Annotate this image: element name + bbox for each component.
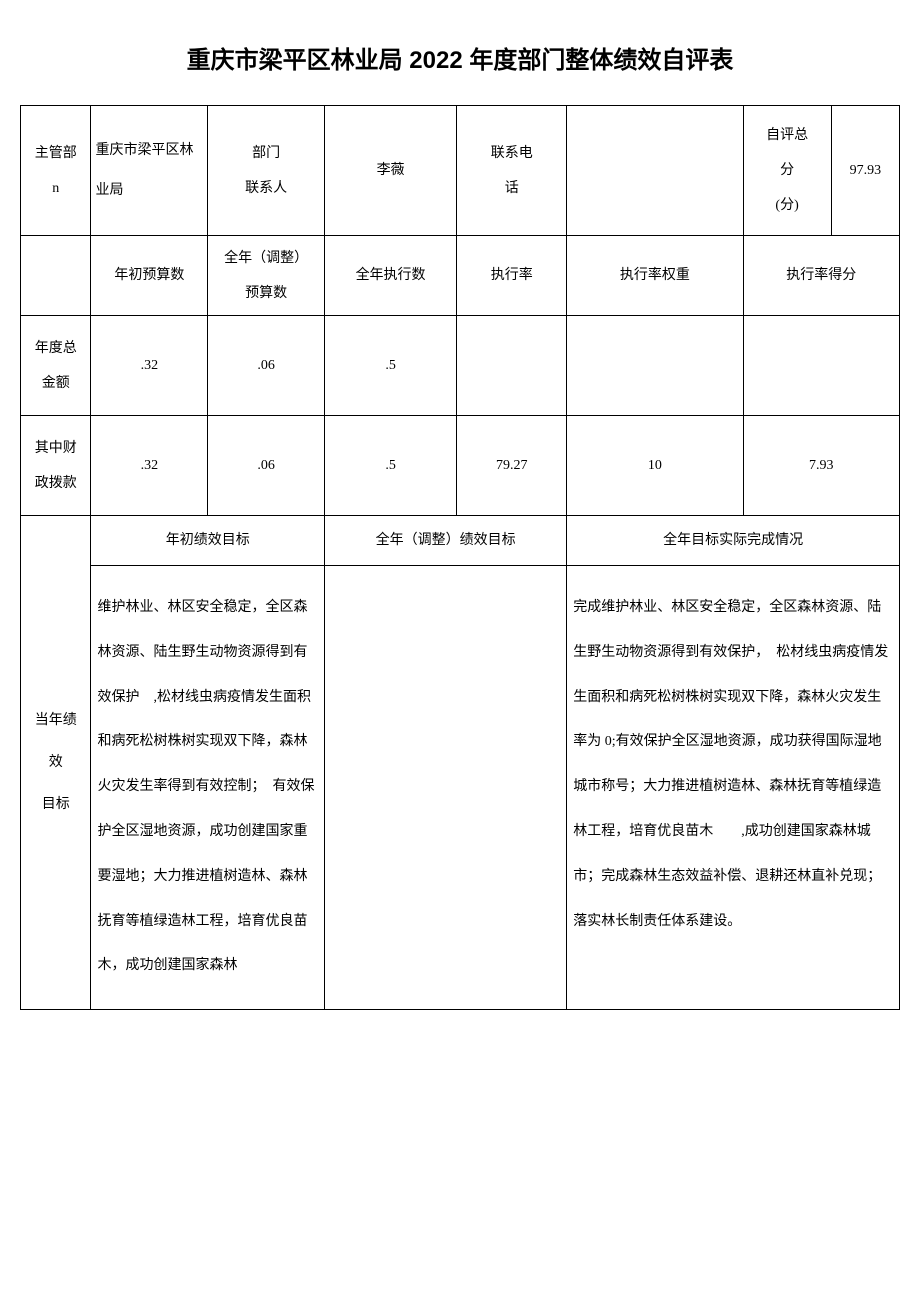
- fiscal-executed: .5: [324, 416, 456, 516]
- total-initial: .32: [91, 316, 208, 416]
- budget-header-score: 执行率得分: [743, 236, 899, 316]
- total-rate: [457, 316, 567, 416]
- fiscal-initial: .32: [91, 416, 208, 516]
- evaluation-table: 主管部 n 重庆市梁平区林业局 部门 联系人 李薇 联系电 话 自评总 分 (分…: [20, 105, 900, 1010]
- goals-completed: 完成维护林业、林区安全稳定，全区森林资源、陆生野生动物资源得到有效保护， 松材线…: [567, 566, 900, 1010]
- budget-header-executed: 全年执行数: [324, 236, 456, 316]
- goals-adjusted: [324, 566, 566, 1010]
- contact-label: 部门 联系人: [208, 106, 325, 236]
- page-title: 重庆市梁平区林业局 2022 年度部门整体绩效自评表: [20, 40, 900, 75]
- phone-label: 联系电 话: [457, 106, 567, 236]
- total-executed: .5: [324, 316, 456, 416]
- budget-header-weight: 执行率权重: [567, 236, 743, 316]
- goals-header-adjusted: 全年（调整）绩效目标: [324, 516, 566, 566]
- score-label: 自评总 分 (分): [743, 106, 831, 236]
- budget-header-initial: 年初预算数: [91, 236, 208, 316]
- fiscal-weight: 10: [567, 416, 743, 516]
- dept-value: 重庆市梁平区林业局: [91, 106, 208, 236]
- budget-header-adjusted: 全年（调整） 预算数: [208, 236, 325, 316]
- goals-header-initial: 年初绩效目标: [91, 516, 325, 566]
- dept-label: 主管部 n: [21, 106, 91, 236]
- goals-row-label: 当年绩 效 目标: [21, 516, 91, 1010]
- score-value: 97.93: [831, 106, 899, 236]
- goals-initial: 维护林业、林区安全稳定，全区森林资源、陆生野生动物资源得到有效保护 ,松材线虫病…: [91, 566, 325, 1010]
- fiscal-label: 其中财 政拨款: [21, 416, 91, 516]
- fiscal-score: 7.93: [743, 416, 899, 516]
- total-weight: [567, 316, 743, 416]
- total-label: 年度总 金额: [21, 316, 91, 416]
- total-adjusted: .06: [208, 316, 325, 416]
- goals-header-completed: 全年目标实际完成情况: [567, 516, 900, 566]
- contact-value: 李薇: [324, 106, 456, 236]
- fiscal-rate: 79.27: [457, 416, 567, 516]
- fiscal-adjusted: .06: [208, 416, 325, 516]
- budget-header-blank: [21, 236, 91, 316]
- phone-value: [567, 106, 743, 236]
- total-score: [743, 316, 899, 416]
- budget-header-rate: 执行率: [457, 236, 567, 316]
